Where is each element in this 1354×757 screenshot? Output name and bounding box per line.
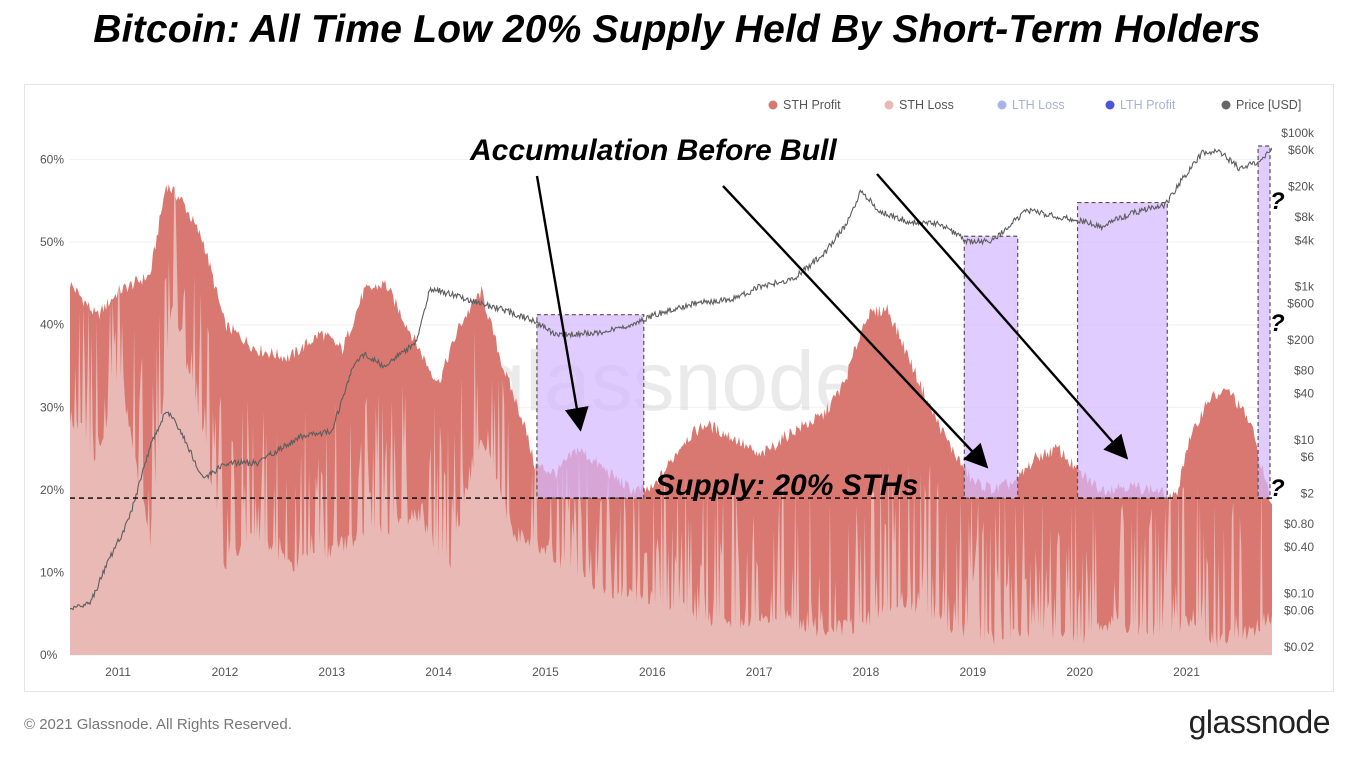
y-left-tick-label: 20% xyxy=(40,483,64,497)
legend-label: STH Loss xyxy=(899,98,954,112)
legend-label: LTH Loss xyxy=(1012,98,1065,112)
copyright-text: © 2021 Glassnode. All Rights Reserved. xyxy=(24,716,292,733)
annotations: Accumulation Before Bull Supply: 20% STHs… xyxy=(70,134,1285,502)
y-right-tick-label: $200 xyxy=(1287,333,1314,347)
highlight-region-2 xyxy=(963,235,1019,499)
x-tick-label: 2020 xyxy=(1066,665,1093,679)
x-tick-label: 2015 xyxy=(532,665,559,679)
watermark: glassnode xyxy=(479,334,862,428)
page-title: Bitcoin: All Time Low 20% Supply Held By… xyxy=(93,8,1261,51)
y-right-tick-label: $0.02 xyxy=(1284,640,1314,654)
axes: 0% 10% 20% 30% 40% 50% 60% 2011 2012 2013 2014 2015… xyxy=(40,126,1315,679)
y-left-tick-label: 0% xyxy=(40,648,58,662)
y-right-tick-label: $100k xyxy=(1281,126,1315,140)
y-right-tick-label: $0.06 xyxy=(1284,603,1314,617)
legend-marker xyxy=(1105,100,1115,110)
annotation-supply: Supply: 20% STHs xyxy=(655,469,918,502)
y-right-tick-label: $8k xyxy=(1295,210,1315,224)
legend: STH Profit STH Loss LTH Loss LTH Profit Pric… xyxy=(768,98,1301,112)
x-tick-label: 2013 xyxy=(318,665,345,679)
y-right-tick-label: $80 xyxy=(1294,364,1314,378)
annotation-accumulation: Accumulation Before Bull xyxy=(469,134,837,167)
y-left-tick-label: 60% xyxy=(40,153,64,167)
glassnode-logo: glassnode xyxy=(1188,704,1331,740)
annotation-arrow xyxy=(876,173,1129,460)
x-tick-label: 2019 xyxy=(959,665,986,679)
x-tick-label: 2021 xyxy=(1173,665,1200,679)
y-left-tick-label: 40% xyxy=(40,318,64,332)
legend-label: Price [USD] xyxy=(1236,98,1301,112)
y-right-tick-label: $600 xyxy=(1287,296,1314,310)
annotation-question: ? xyxy=(1270,188,1285,215)
annotation-arrow xyxy=(535,175,589,432)
sth-loss-area xyxy=(70,189,1272,655)
legend-label: STH Profit xyxy=(783,98,841,112)
legend-label: LTH Profit xyxy=(1120,98,1176,112)
annotation-question: ? xyxy=(1270,310,1285,337)
legend-marker xyxy=(768,100,778,110)
legend-marker xyxy=(884,100,894,110)
y-right-tick-label: $10 xyxy=(1294,433,1314,447)
y-right-tick-label: $60k xyxy=(1288,143,1315,157)
chart: glassnode 0% 10% 20% 30% 40% 50% 60% 2011 2012 20… xyxy=(40,98,1315,679)
x-tick-label: 2018 xyxy=(853,665,880,679)
y-right-tick-label: $4k xyxy=(1295,233,1315,247)
y-left-tick-label: 30% xyxy=(40,400,64,414)
price-line xyxy=(70,147,1272,611)
y-right-tick-label: $0.10 xyxy=(1284,586,1314,600)
annotation-arrow xyxy=(722,185,989,469)
y-right-tick-label: $40 xyxy=(1294,387,1314,401)
areas xyxy=(70,184,1272,655)
y-right-tick-label: $0.80 xyxy=(1284,517,1314,531)
highlight-region-4 xyxy=(1257,145,1271,499)
y-right-tick-label: $2 xyxy=(1301,487,1315,501)
x-tick-label: 2017 xyxy=(746,665,773,679)
highlight-region-1 xyxy=(536,314,645,499)
x-tick-label: 2016 xyxy=(639,665,666,679)
legend-marker xyxy=(997,100,1007,110)
x-tick-label: 2011 xyxy=(105,665,131,679)
y-right-tick-label: $0.40 xyxy=(1284,540,1314,554)
y-right-tick-label: $1k xyxy=(1295,279,1315,293)
price-layer xyxy=(70,147,1272,611)
y-left-tick-label: 10% xyxy=(40,565,64,579)
x-tick-label: 2012 xyxy=(212,665,239,679)
highlight-regions xyxy=(536,145,1271,499)
y-right-tick-label: $6 xyxy=(1301,450,1315,464)
annotation-question: ? xyxy=(1270,475,1285,502)
y-right-tick-label: $20k xyxy=(1288,180,1315,194)
x-tick-label: 2014 xyxy=(425,665,452,679)
legend-marker xyxy=(1221,100,1231,110)
y-left-tick-label: 50% xyxy=(40,235,64,249)
